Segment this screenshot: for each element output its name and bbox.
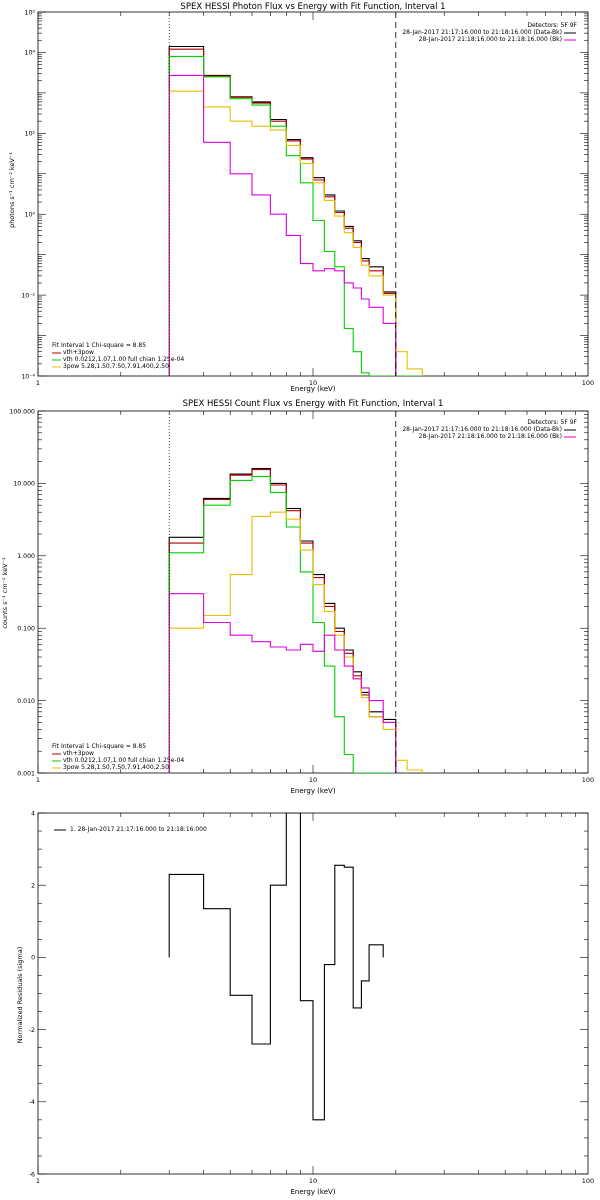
legend-bottom-entry: vth 0.0212,1.07,1.00 full chian 1.25e-04 [63,356,184,363]
y-tick-label: -6 [29,1171,35,1178]
x-tick-label: 100 [582,379,594,387]
x-tick-label: 1 [36,1177,40,1185]
legend-top-header: Detectors: 5F 9F [527,22,577,29]
y-tick-label: 10⁻⁴ [21,373,35,380]
legend-bottom-entry: vth+3pow [63,349,94,356]
series-line [168,90,423,376]
x-tick-label: 100 [582,1177,594,1185]
x-tick-label: 10 [309,776,317,784]
x-axis-label: Energy (keV) [290,787,335,795]
count-flux-panel: SPEX HESSI Count Flux vs Energy with Fit… [1,399,594,795]
legend-left-entry: 1. 28-Jan-2017 21:17:16.000 to 21:18:16.… [70,826,207,833]
legend-top-entry: 28-Jan-2017 21:17:16.000 to 21:18:16.000… [402,426,562,433]
legend-top-entry: 28-Jan-2017 21:18:16.000 to 21:18:16.000… [419,433,562,440]
y-tick-label: 100.000 [9,408,35,415]
y-tick-label: 0.010 [17,698,35,705]
y-tick-label: 10⁰ [25,212,36,219]
y-tick-label: 2 [31,883,35,890]
residuals-panel: Energy (keV) Normalized Residuals (sigma… [16,810,594,1196]
series-line [168,469,397,773]
legend-bottom-entry: vth 0.0212,1.07,1.00 full chian 1.25e-04 [63,757,184,764]
y-tick-label: 0.001 [17,770,35,777]
y-tick-label: 10² [25,131,36,138]
series-group [168,813,384,1121]
y-tick-label: 1.000 [17,553,35,560]
y-axis-label: photons s⁻¹ cm⁻² keV⁻¹ [8,152,16,228]
photon-flux-panel: SPEX HESSI Photon Flux vs Energy with Fi… [8,2,594,393]
legend-top-entry: 28-Jan-2017 21:17:16.000 to 21:18:16.000… [402,29,562,36]
y-tick-label: -2 [29,1027,35,1034]
y-axis-label: Normalized Residuals (sigma) [16,947,24,1044]
x-axis-label: Energy (keV) [290,1188,335,1196]
y-tick-label: -4 [29,1099,35,1106]
y-tick-label: 10⁴ [25,50,36,57]
y-axis-label: counts s⁻¹ cm⁻² keV⁻¹ [1,557,9,629]
x-tick-label: 1 [36,776,40,784]
series-line [168,475,396,773]
panel-title: SPEX HESSI Count Flux vs Energy with Fit… [183,399,444,409]
legend-bottom-entry: 3pow 5.28,1.50,7.50,7.91,400,2.50 [63,764,169,771]
x-tick-label: 1 [36,379,40,387]
legend-top-header: Detectors: 5F 9F [527,419,577,426]
legend-bottom-header: Fit Interval 1 Chi-square = 8.85 [52,743,146,750]
series-line [168,593,397,773]
series-line [168,74,397,376]
series-line [168,511,423,773]
series-line [168,813,384,1121]
x-tick-label: 100 [582,776,594,784]
legend-bottom-entry: vth+3pow [63,750,94,757]
legend-top-entry: 28-Jan-2017 21:18:16.000 to 21:18:16.000… [419,36,562,43]
series-line [168,55,423,376]
legend-bottom-header: Fit Interval 1 Chi-square = 8.85 [52,342,146,349]
x-axis-label: Energy (keV) [290,385,335,393]
series-group [168,468,423,773]
y-tick-label: 10⁻² [21,292,35,299]
legend-bottom-entry: 3pow 5.28,1.50,7.50,7.91,400,2.50 [63,363,169,370]
y-tick-label: 10.000 [13,481,35,488]
y-tick-label: 0.100 [17,626,35,633]
y-tick-label: 0 [31,955,35,962]
series-line [168,48,397,376]
x-tick-label: 10 [309,1177,317,1185]
panel-title: SPEX HESSI Photon Flux vs Energy with Fi… [180,2,445,12]
x-tick-label: 10 [309,379,317,387]
y-tick-label: 10⁵ [25,9,36,16]
series-line [168,468,397,773]
y-tick-label: 4 [31,810,35,817]
series-group [168,45,423,376]
